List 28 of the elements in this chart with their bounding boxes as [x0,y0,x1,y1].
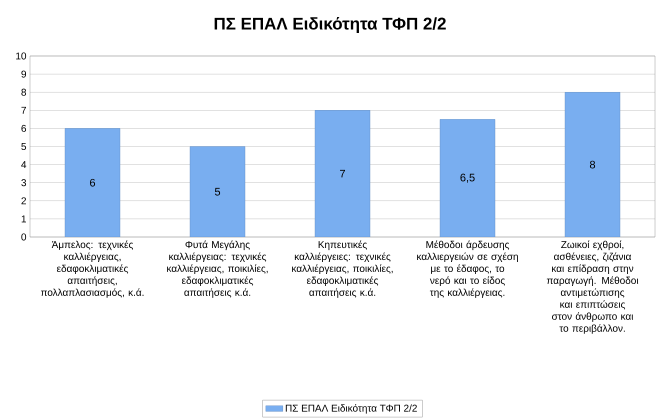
y-tick-label: 7 [21,106,26,114]
y-tick-label: 1 [22,215,26,222]
bar [190,146,246,237]
y-tick-label: 8 [21,88,26,96]
y-tick-label: 10 [16,52,26,60]
y-tick-label: 4 [21,161,26,168]
data-label: 6,5 [460,174,475,183]
bar [440,119,496,237]
x-tick-label: Μέθοδοι άρδευσης καλλιεργειών σε σχέση με το έδαφος, το νερό και το είδος της καλλιέργειας. [417,240,518,298]
bar [564,92,620,237]
data-label: 7 [340,170,346,178]
y-tick-label: 0 [21,233,26,241]
chart-title: ΠΣ ΕΠΑΛ Ειδικότητα ΤΦΠ 2/2 [214,17,446,33]
bar [64,128,120,237]
y-tick-label: 2 [21,197,26,204]
data-label: 5 [214,188,220,196]
y-tick-label: 5 [21,143,26,150]
y-tick-label: 9 [21,70,26,78]
x-tick-label: Κηπευτικές καλλιέργειες: τεχνικές καλλιέργειας, ποικιλίες, εδαφοκλιματικές απαιτήσεις κ.ά. [292,240,393,298]
y-tick-label: 3 [21,179,26,186]
data-label: 8 [590,160,596,168]
data-label: 6 [90,178,96,187]
legend-label: ΠΣ ΕΠΑΛ Ειδικότητα ΤΦΠ 2/2 [286,404,417,414]
x-tick-label: Άμπελος: τεχνικές καλλιέργειας, εδαφοκλιματικές απαιτήσεις, πολλαπλασιασμός, κ.ά. [40,240,144,298]
x-tick-label: Φυτά Μεγάλης καλλιέργειας: τεχνικές καλλιέργειας, ποικιλίες, εδαφοκλιματικές απαιτήσεις κ.ά. [167,240,268,298]
y-tick-label: 6 [21,124,26,132]
x-tick-label: Ζωικοί εχθροί, ασθένειες, ζιζάνια και επίδραση στην παραγωγή. Μέθοδοι αντιμετώπισης και επιπτώσεις στον άνθρωπο και το περιβάλλον. [546,240,638,334]
bar [314,110,370,237]
